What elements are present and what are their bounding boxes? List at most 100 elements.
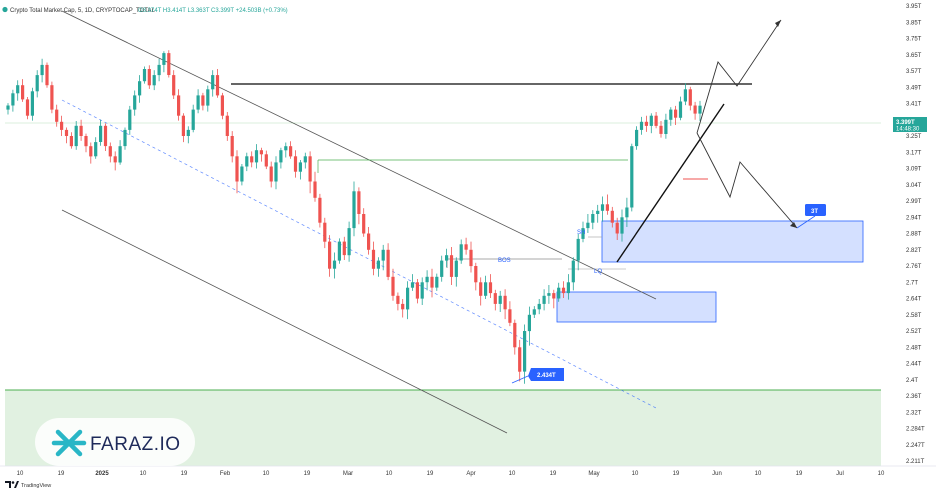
candle-bullish	[425, 276, 429, 283]
candle-bullish	[16, 85, 20, 94]
candle-bullish	[576, 238, 580, 261]
time-tick-label: 10	[263, 471, 270, 477]
price-tick-label: 2.36T	[906, 394, 922, 400]
tradingview-text: TradingView	[21, 483, 51, 489]
candle-bullish	[30, 91, 34, 116]
candle-bullish	[669, 109, 673, 120]
price-tick-label: 3.09T	[906, 167, 922, 173]
candle-bullish	[440, 260, 444, 277]
price-tick-label: 2.99T	[906, 199, 922, 205]
candle-bullish	[138, 81, 142, 96]
candle-bullish	[162, 53, 166, 65]
last-price-value: 3.399T	[896, 120, 915, 126]
candle-bullish	[284, 146, 288, 151]
candle-bearish	[79, 125, 83, 136]
candle-bullish	[40, 64, 44, 76]
price-tick-label: 2.58T	[906, 313, 922, 319]
time-tick-label: 10	[17, 471, 24, 477]
candle-bullish	[625, 207, 629, 218]
candle-bullish	[406, 287, 410, 310]
candle-bearish	[503, 295, 507, 310]
price-tick-label: 3.85T	[906, 20, 922, 26]
candle-bullish	[635, 129, 639, 147]
price-tick-label: 3.65T	[906, 53, 922, 59]
price-tick-label: 2.94T	[906, 215, 922, 221]
candle-bearish	[508, 309, 512, 323]
candle-bearish	[318, 197, 322, 223]
time-tick-label: 10	[509, 471, 516, 477]
candle-bullish	[649, 115, 653, 126]
candle-bearish	[181, 115, 185, 136]
time-axis[interactable]: 10 19 2025 10 19 Feb 10 19 Mar 10 19 Apr 10 19 May 10 19…	[17, 471, 885, 477]
candle-bearish	[45, 64, 49, 86]
candle-bullish	[152, 75, 156, 86]
candle-bearish	[605, 204, 609, 211]
candle-bearish	[50, 85, 54, 110]
bullish-projection	[696, 19, 782, 134]
time-tick-label: 19	[58, 471, 65, 477]
time-tick-label: Jul	[836, 471, 844, 477]
candle-bullish	[581, 228, 585, 239]
price-tick-label: 2.82T	[906, 248, 922, 254]
price-tick-label: 2.7T	[906, 280, 918, 286]
candle-bullish	[532, 309, 536, 315]
candle-bearish	[293, 156, 298, 172]
price-tick-label: 2.88T	[906, 232, 922, 238]
candle-bullish	[245, 156, 249, 167]
candle-bearish	[342, 241, 346, 256]
candle-bullish	[498, 295, 502, 304]
candle-bearish	[615, 222, 619, 234]
candle-bearish	[659, 125, 663, 134]
candle-bullish	[445, 255, 449, 261]
time-tick-label: 19	[796, 471, 803, 477]
candle-bullish	[206, 89, 210, 106]
candle-bullish	[211, 75, 215, 90]
candle-bearish	[479, 282, 483, 296]
lq-label: LQ	[594, 269, 602, 275]
candle-bearish	[371, 249, 376, 269]
candle-bearish	[415, 282, 419, 299]
candle-bullish	[523, 331, 527, 372]
faraz-logo-text: FARAZ.IO	[90, 434, 181, 455]
price-tick-label: 2.76T	[906, 264, 922, 270]
candle-bearish	[215, 75, 220, 96]
time-tick-label: 2025	[95, 471, 109, 477]
channel-midline	[61, 99, 657, 409]
candle-bullish	[298, 162, 302, 172]
candles	[6, 50, 702, 384]
candle-bullish	[133, 95, 137, 110]
price-tick-label: 2.4T	[906, 378, 918, 384]
candle-bullish	[332, 260, 337, 269]
ascending-trendline	[616, 103, 725, 263]
bullish-arrowhead	[775, 20, 781, 27]
candle-bearish	[474, 266, 478, 283]
candle-bearish	[561, 287, 566, 294]
candle-bearish	[449, 255, 454, 277]
time-tick-label: May	[588, 471, 599, 477]
candle-bearish	[488, 282, 493, 294]
price-tick-label: 2.32T	[906, 410, 922, 416]
time-tick-label: 10	[755, 471, 762, 477]
price-tick-label: 3.25T	[906, 134, 922, 140]
candle-bearish	[113, 156, 117, 163]
candle-bullish	[196, 95, 200, 110]
candle-bullish	[186, 129, 190, 136]
candle-bearish	[552, 293, 556, 299]
candle-bullish	[683, 89, 687, 102]
candle-bearish	[396, 295, 400, 304]
candle-bearish	[250, 156, 254, 163]
candle-bullish	[74, 125, 78, 147]
candle-bullish	[303, 156, 307, 163]
candle-bearish	[235, 156, 239, 182]
candle-bullish	[157, 64, 161, 76]
candle-bullish	[35, 75, 39, 92]
low-tag-label: 2.434T	[537, 373, 556, 379]
price-axis[interactable]: 3.95T3.85T3.75T3.65T3.57T3.49T3.41T3.33T…	[906, 4, 925, 465]
candle-bearish	[469, 249, 473, 267]
candle-bullish	[571, 260, 575, 283]
candle-bearish	[25, 99, 30, 116]
candle-bearish	[177, 95, 181, 116]
candle-bullish	[94, 142, 98, 157]
candle-bullish	[99, 125, 103, 142]
